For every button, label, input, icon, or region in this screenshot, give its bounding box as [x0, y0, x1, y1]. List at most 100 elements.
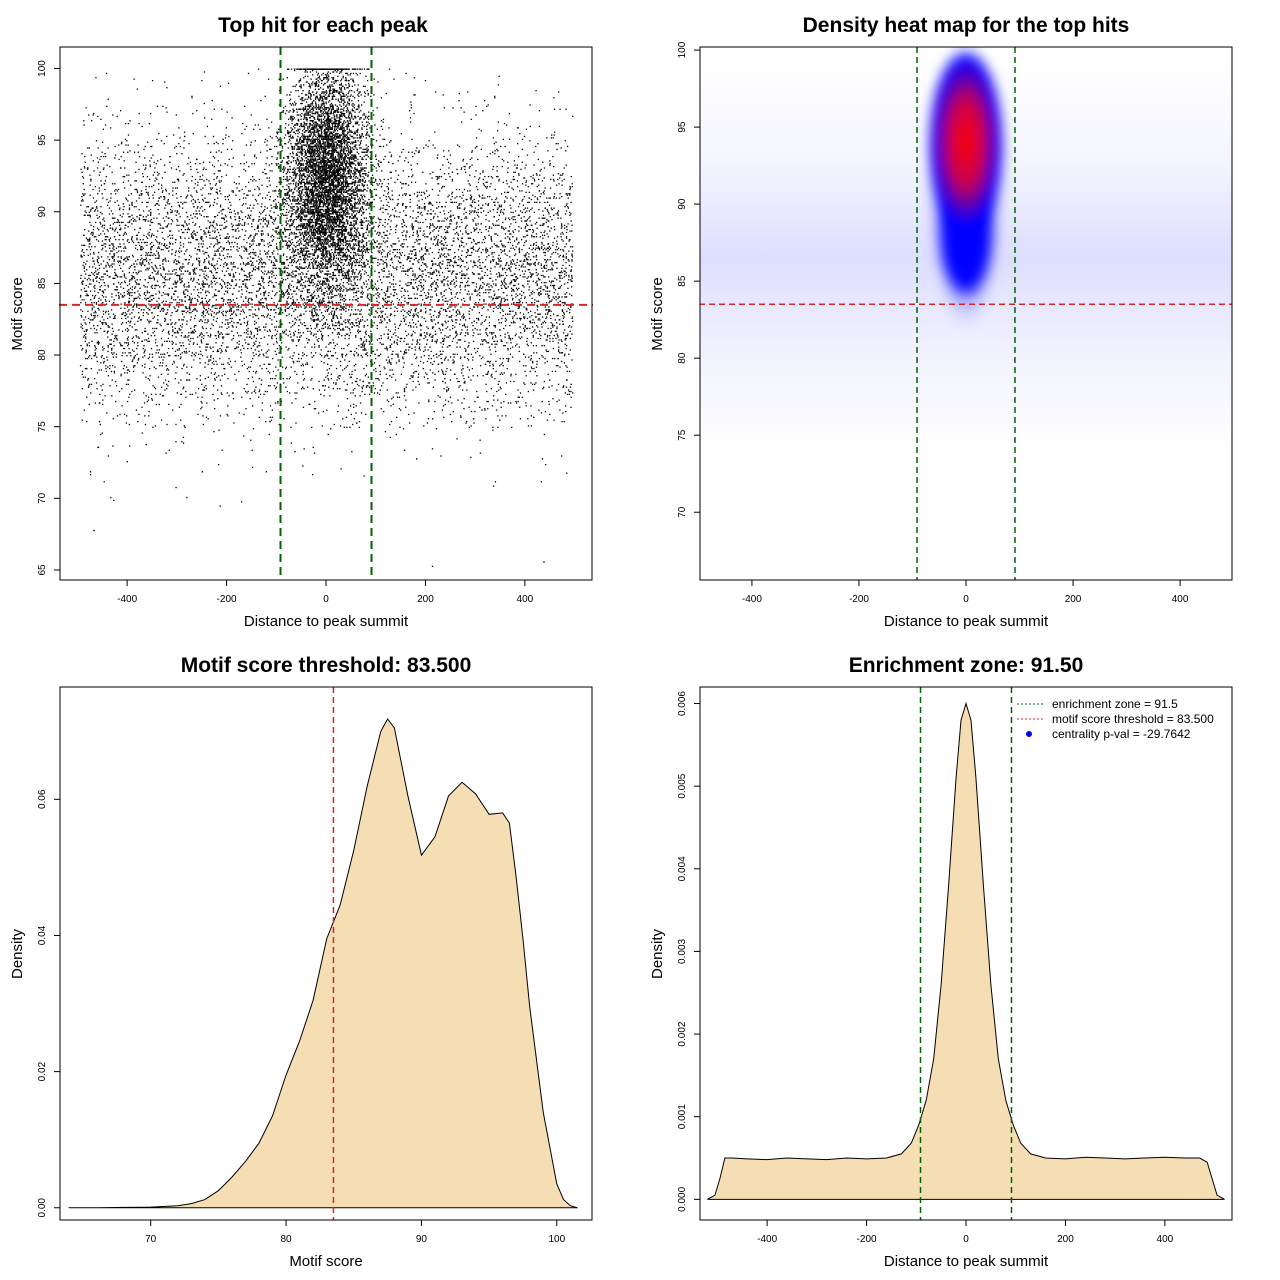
scatter-point	[542, 289, 544, 291]
scatter-point	[157, 223, 160, 225]
scatter-point	[559, 300, 561, 302]
scatter-point	[561, 309, 563, 311]
scatter-point	[467, 237, 469, 239]
scatter-point	[193, 233, 195, 235]
scatter-point	[431, 319, 433, 321]
scatter-point	[315, 333, 317, 335]
scatter-point	[83, 165, 86, 168]
scatter-point	[498, 259, 500, 261]
scatter-point	[414, 241, 416, 244]
scatter-point	[512, 188, 514, 191]
scatter-point	[417, 289, 419, 291]
scatter-point	[263, 316, 266, 318]
scatter-point	[118, 296, 120, 298]
scatter-point	[295, 266, 297, 268]
scatter-point	[505, 227, 507, 229]
scatter-point	[569, 230, 571, 232]
scatter-point	[383, 317, 385, 320]
scatter-point	[312, 297, 314, 300]
scatter-point	[549, 379, 551, 381]
scatter-point	[232, 246, 235, 248]
scatter-point	[384, 294, 387, 297]
scatter-point	[282, 233, 284, 235]
scatter-point	[175, 441, 177, 443]
scatter-point	[149, 164, 151, 166]
scatter-point	[379, 208, 381, 211]
scatter-point	[81, 249, 84, 251]
scatter-point	[355, 238, 357, 241]
scatter-point	[122, 287, 125, 290]
scatter-point	[563, 329, 566, 331]
scatter-point	[347, 117, 349, 119]
scatter-point	[195, 267, 198, 269]
scatter-point	[473, 303, 476, 305]
scatter-point	[163, 340, 166, 343]
scatter-point	[239, 263, 242, 265]
scatter-point	[384, 313, 387, 315]
scatter-point	[388, 300, 390, 302]
scatter-point	[320, 260, 322, 262]
scatter-point	[274, 350, 276, 353]
scatter-point	[431, 565, 434, 567]
scatter-point	[541, 355, 543, 357]
scatter-point	[387, 223, 389, 225]
scatter-point	[273, 286, 275, 288]
scatter-point	[176, 187, 179, 189]
scatter-point	[437, 194, 439, 196]
scatter-point	[374, 230, 376, 232]
scatter-point	[129, 287, 132, 290]
scatter-point	[186, 231, 188, 234]
scatter-point	[314, 294, 316, 297]
scatter-point	[465, 198, 467, 201]
scatter-point	[223, 293, 226, 295]
scatter-point	[461, 369, 463, 371]
scatter-point	[488, 283, 490, 285]
scatter-point	[497, 150, 499, 152]
scatter-point	[361, 388, 364, 390]
scatter-point	[419, 269, 421, 271]
scatter-point	[125, 233, 128, 235]
scatter-point	[154, 342, 157, 344]
scatter-point	[250, 299, 253, 301]
scatter-point	[179, 145, 181, 148]
scatter-point	[383, 158, 385, 161]
scatter-point	[94, 284, 96, 287]
scatter-point	[207, 319, 209, 321]
scatter-point	[180, 345, 182, 347]
scatter-point	[403, 350, 406, 353]
scatter-point	[168, 330, 170, 332]
scatter-point	[303, 218, 305, 221]
scatter-point	[117, 220, 119, 222]
scatter-point	[447, 276, 449, 278]
scatter-point	[252, 284, 254, 287]
scatter-point	[167, 213, 169, 215]
scatter-point	[272, 238, 275, 241]
scatter-point	[98, 297, 100, 300]
scatter-point	[87, 379, 89, 381]
scatter-point	[127, 293, 129, 295]
scatter-point	[507, 236, 509, 238]
scatter-point	[382, 145, 385, 148]
scatter-point	[230, 223, 233, 225]
scatter-point	[434, 147, 436, 149]
scatter-point	[181, 267, 183, 269]
scatter-point	[250, 309, 252, 311]
scatter-point	[449, 334, 451, 337]
scatter-point	[555, 249, 557, 251]
scatter-point	[277, 402, 279, 404]
scatter-point	[187, 227, 190, 229]
panel-scatter: Top hit for each peak -400 -200 0 200 400 65…	[9, 14, 593, 630]
scatter-point	[231, 117, 233, 119]
scatter-point	[155, 367, 157, 370]
scatter-point	[412, 263, 414, 265]
scatter-point	[278, 300, 280, 302]
scatter-point	[190, 299, 193, 301]
scatter-point	[566, 193, 568, 195]
scatter-point	[423, 332, 426, 334]
scatter-point	[565, 236, 568, 238]
scatter-point	[140, 319, 143, 321]
scatter-point	[452, 107, 454, 109]
scatter-point	[96, 214, 98, 216]
scatter-point	[484, 236, 486, 238]
scatter-point	[225, 286, 227, 288]
